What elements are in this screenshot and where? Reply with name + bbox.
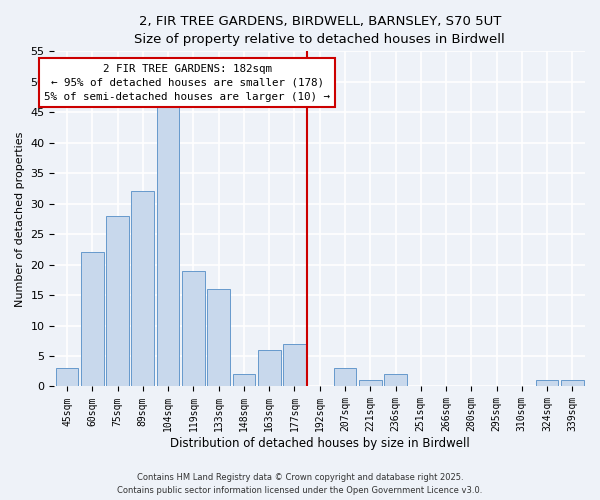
Bar <box>157 106 179 386</box>
Bar <box>182 270 205 386</box>
Bar <box>384 374 407 386</box>
Text: Contains HM Land Registry data © Crown copyright and database right 2025.
Contai: Contains HM Land Registry data © Crown c… <box>118 474 482 495</box>
X-axis label: Distribution of detached houses by size in Birdwell: Distribution of detached houses by size … <box>170 437 470 450</box>
Bar <box>283 344 306 387</box>
Text: 2 FIR TREE GARDENS: 182sqm
← 95% of detached houses are smaller (178)
5% of semi: 2 FIR TREE GARDENS: 182sqm ← 95% of deta… <box>44 64 330 102</box>
Bar <box>131 192 154 386</box>
Bar <box>56 368 79 386</box>
Bar <box>334 368 356 386</box>
Bar <box>536 380 559 386</box>
Bar <box>81 252 104 386</box>
Bar <box>258 350 281 387</box>
Bar <box>561 380 584 386</box>
Bar <box>207 289 230 386</box>
Title: 2, FIR TREE GARDENS, BIRDWELL, BARNSLEY, S70 5UT
Size of property relative to de: 2, FIR TREE GARDENS, BIRDWELL, BARNSLEY,… <box>134 15 505 46</box>
Bar <box>106 216 129 386</box>
Bar <box>233 374 255 386</box>
Bar <box>359 380 382 386</box>
Y-axis label: Number of detached properties: Number of detached properties <box>15 131 25 306</box>
